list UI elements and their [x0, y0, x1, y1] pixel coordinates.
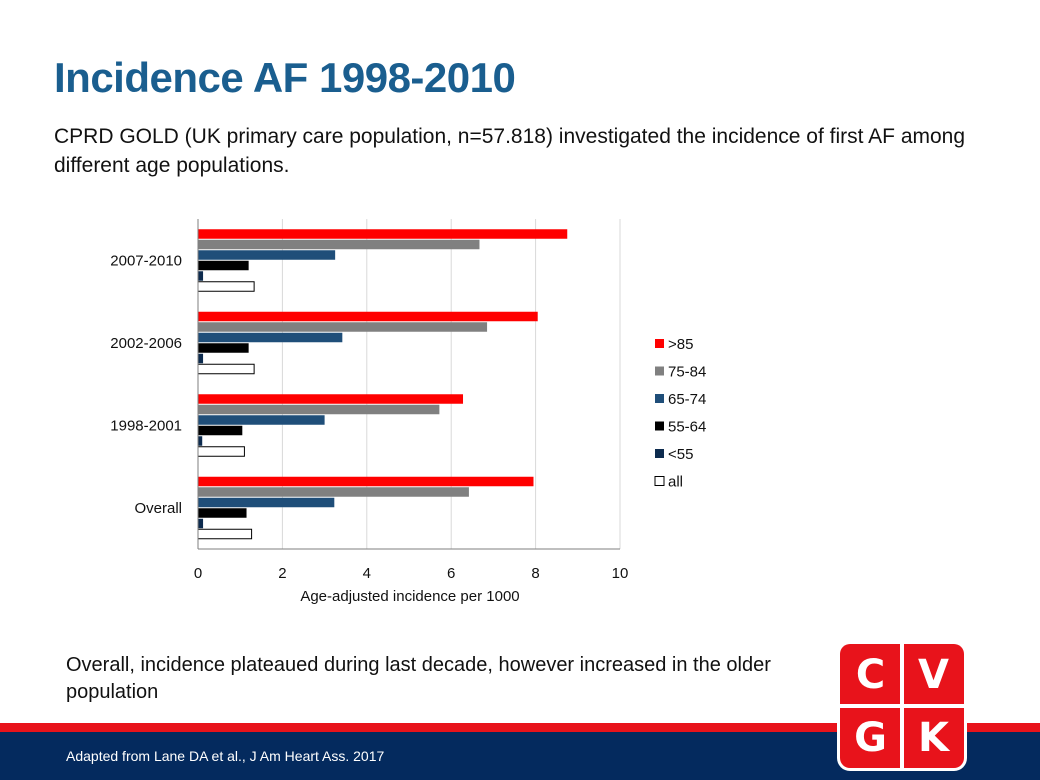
bar-6574-Overall	[198, 497, 335, 508]
bar-5564-20022006	[198, 343, 249, 353]
legend-label: 55-64	[668, 419, 706, 436]
bar-all-19982001	[197, 446, 245, 457]
bar-6574-20072010	[198, 250, 336, 260]
bar-55-Overall	[198, 518, 204, 529]
legend-swatch	[654, 476, 665, 486]
bar-7584-19982001	[198, 404, 440, 415]
bar-all-Overall	[197, 528, 253, 540]
legend-label: 65-74	[668, 391, 706, 408]
bar-6574-19982001	[198, 415, 325, 425]
logo-divider-horizontal	[840, 704, 964, 708]
intro-text: CPRD GOLD (UK primary care population, n…	[54, 125, 966, 177]
bar-all-20022006	[197, 363, 255, 375]
category-label: 1998-2001	[110, 417, 182, 434]
chart-axes	[197, 219, 620, 550]
x-tick-label: 0	[194, 565, 202, 582]
footer-accent-line	[0, 723, 1040, 732]
x-tick-label: 4	[363, 565, 371, 582]
conclusion-text: Overall, incidence plateaued during last…	[66, 654, 771, 703]
bar-55-20022006	[198, 353, 204, 364]
category-label: Overall	[134, 500, 182, 517]
category-label: 2007-2010	[110, 252, 182, 269]
legend-swatch	[655, 449, 664, 458]
bar-7584-Overall	[198, 487, 469, 497]
incidence-bar-chart: 0 2 4 6 8 10 2007-2010 2002-2006 1998-2001 Overal…	[110, 219, 706, 605]
chart-tick-labels: 0 2 4 6 8 10 2007-2010 2002-2006 1998-2001 Overal…	[110, 252, 628, 582]
category-label: 2002-2006	[110, 335, 182, 352]
bar-85-Overall	[198, 476, 534, 487]
legend-label: >85	[668, 336, 693, 353]
legend-swatch	[655, 421, 664, 431]
logo-letter-g: G	[854, 714, 887, 761]
cvgk-logo: C V G K	[840, 644, 964, 768]
chart-bars	[197, 229, 568, 540]
bar-all-20072010	[197, 281, 255, 292]
slide-title: Incidence AF 1998-2010	[54, 54, 516, 101]
legend-label: all	[668, 474, 683, 491]
legend-swatch	[655, 366, 664, 376]
bar-85-20022006	[198, 311, 538, 322]
bar-85-19982001	[198, 394, 464, 404]
bar-85-20072010	[198, 229, 568, 239]
legend-label: 75-84	[668, 364, 706, 381]
x-axis-title: Age-adjusted incidence per 1000	[300, 588, 519, 605]
legend-swatch	[655, 394, 664, 403]
bar-55-19982001	[198, 436, 203, 446]
x-tick-label: 10	[612, 565, 629, 582]
bar-55-20072010	[198, 271, 204, 281]
citation-text: Adapted from Lane DA et al., J Am Heart …	[66, 748, 385, 764]
bar-6574-20022006	[198, 332, 343, 343]
x-tick-label: 8	[531, 565, 539, 582]
logo-letter-k: K	[918, 714, 949, 761]
logo-letter-c: C	[855, 651, 886, 698]
logo-letter-v: V	[918, 651, 949, 698]
x-tick-label: 6	[447, 565, 455, 582]
legend-label: <55	[668, 446, 693, 463]
bar-5564-20072010	[198, 260, 249, 271]
bar-5564-Overall	[198, 508, 247, 518]
bar-5564-19982001	[198, 425, 243, 436]
bar-7584-20022006	[198, 322, 488, 332]
chart-legend: >85 75-84 65-74 55-64 <55 all	[654, 336, 706, 491]
x-tick-label: 2	[278, 565, 286, 582]
legend-swatch	[655, 339, 664, 348]
bar-7584-20072010	[198, 239, 480, 250]
